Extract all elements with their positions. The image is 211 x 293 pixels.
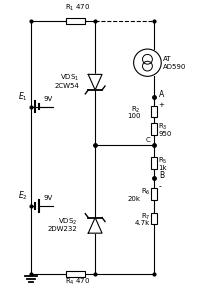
Text: R$_4$ 470: R$_4$ 470 [65, 277, 90, 287]
Bar [151, 213, 157, 224]
Bar [66, 18, 85, 24]
Polygon shape [88, 218, 102, 233]
Bar [151, 123, 157, 135]
Text: R$_2$: R$_2$ [131, 104, 141, 115]
Text: 950: 950 [158, 131, 172, 137]
Text: 2CW54: 2CW54 [55, 83, 79, 89]
Text: R$_6$: R$_6$ [141, 187, 150, 197]
Text: 100: 100 [127, 113, 141, 119]
Text: B: B [159, 171, 164, 180]
Text: R$_7$: R$_7$ [141, 212, 150, 222]
Text: VDS$_1$: VDS$_1$ [60, 73, 79, 84]
Text: C: C [146, 137, 150, 143]
Text: R$_3$: R$_3$ [158, 122, 168, 132]
Text: R$_5$: R$_5$ [158, 156, 168, 166]
Text: +: + [158, 102, 164, 108]
Text: R$_1$ 470: R$_1$ 470 [65, 3, 90, 13]
Text: 9V: 9V [44, 96, 53, 102]
Text: 4.7k: 4.7k [135, 220, 150, 226]
Text: 2DW232: 2DW232 [48, 226, 77, 232]
Text: $E_1$: $E_1$ [18, 90, 28, 103]
Bar [151, 105, 157, 117]
Text: 20k: 20k [127, 196, 141, 202]
Bar [66, 271, 85, 277]
Text: 1k: 1k [158, 165, 167, 171]
Text: $E_2$: $E_2$ [18, 190, 28, 202]
Text: -: - [158, 183, 161, 192]
Text: A: A [159, 90, 165, 99]
Text: AT: AT [163, 56, 172, 62]
Text: VDS$_2$: VDS$_2$ [58, 216, 77, 226]
Bar [151, 188, 157, 200]
Polygon shape [88, 74, 102, 90]
Bar [151, 157, 157, 169]
Text: AD590: AD590 [163, 64, 187, 70]
Text: 9V: 9V [44, 195, 53, 201]
